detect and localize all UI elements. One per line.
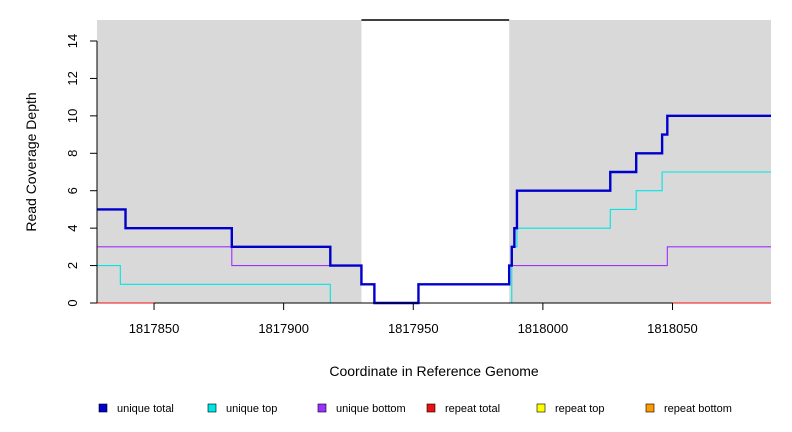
x-axis-title: Coordinate in Reference Genome bbox=[329, 363, 539, 379]
y-tick-label: 0 bbox=[65, 299, 80, 306]
legend-item-unique-top: unique top bbox=[207, 403, 277, 415]
y-tick-label: 2 bbox=[65, 262, 80, 269]
series-line-unique-total bbox=[97, 114, 771, 305]
series-line-unique-top bbox=[97, 171, 771, 304]
legend-item-repeat-total: repeat total bbox=[426, 403, 500, 415]
y-tick-label: 8 bbox=[65, 150, 80, 157]
legend-label: unique total bbox=[117, 403, 174, 415]
legend-label: repeat top bbox=[555, 403, 605, 415]
y-tick-label: 14 bbox=[65, 34, 80, 48]
legend-swatch bbox=[98, 403, 108, 413]
x-tick-label: 1818050 bbox=[647, 321, 698, 336]
legend-label: repeat bottom bbox=[664, 403, 732, 415]
legend: unique total unique top unique bottom repea… bbox=[98, 403, 732, 415]
x-tick-label: 1818000 bbox=[518, 321, 569, 336]
x-axis: 1817850 1817900 1817950 1818000 1818050 bbox=[129, 302, 698, 336]
legend-label: unique bottom bbox=[336, 403, 406, 415]
legend-label: repeat total bbox=[445, 403, 500, 415]
y-axis: 0 2 4 6 8 10 12 14 bbox=[65, 34, 98, 307]
legend-swatch bbox=[317, 403, 327, 413]
legend-swatch bbox=[426, 403, 436, 413]
y-tick-label: 4 bbox=[65, 225, 80, 232]
legend-swatch bbox=[645, 403, 655, 413]
legend-label: unique top bbox=[226, 403, 277, 415]
y-tick-label: 10 bbox=[65, 109, 80, 123]
legend-swatch bbox=[207, 403, 217, 413]
x-tick-label: 1817900 bbox=[258, 321, 309, 336]
legend-swatch bbox=[536, 403, 546, 413]
y-tick-label: 6 bbox=[65, 187, 80, 194]
legend-item-repeat-bottom: repeat bottom bbox=[645, 403, 732, 415]
legend-item-unique-bottom: unique bottom bbox=[317, 403, 406, 415]
unshaded-region bbox=[361, 20, 510, 303]
x-tick-label: 1817850 bbox=[129, 321, 180, 336]
legend-item-unique-total: unique total bbox=[98, 403, 174, 415]
x-tick-label: 1817950 bbox=[388, 321, 439, 336]
y-axis-title: Read Coverage Depth bbox=[23, 92, 39, 231]
plot-background bbox=[97, 19, 771, 303]
legend-item-repeat-top: repeat top bbox=[536, 403, 605, 415]
y-tick-label: 12 bbox=[65, 71, 80, 85]
